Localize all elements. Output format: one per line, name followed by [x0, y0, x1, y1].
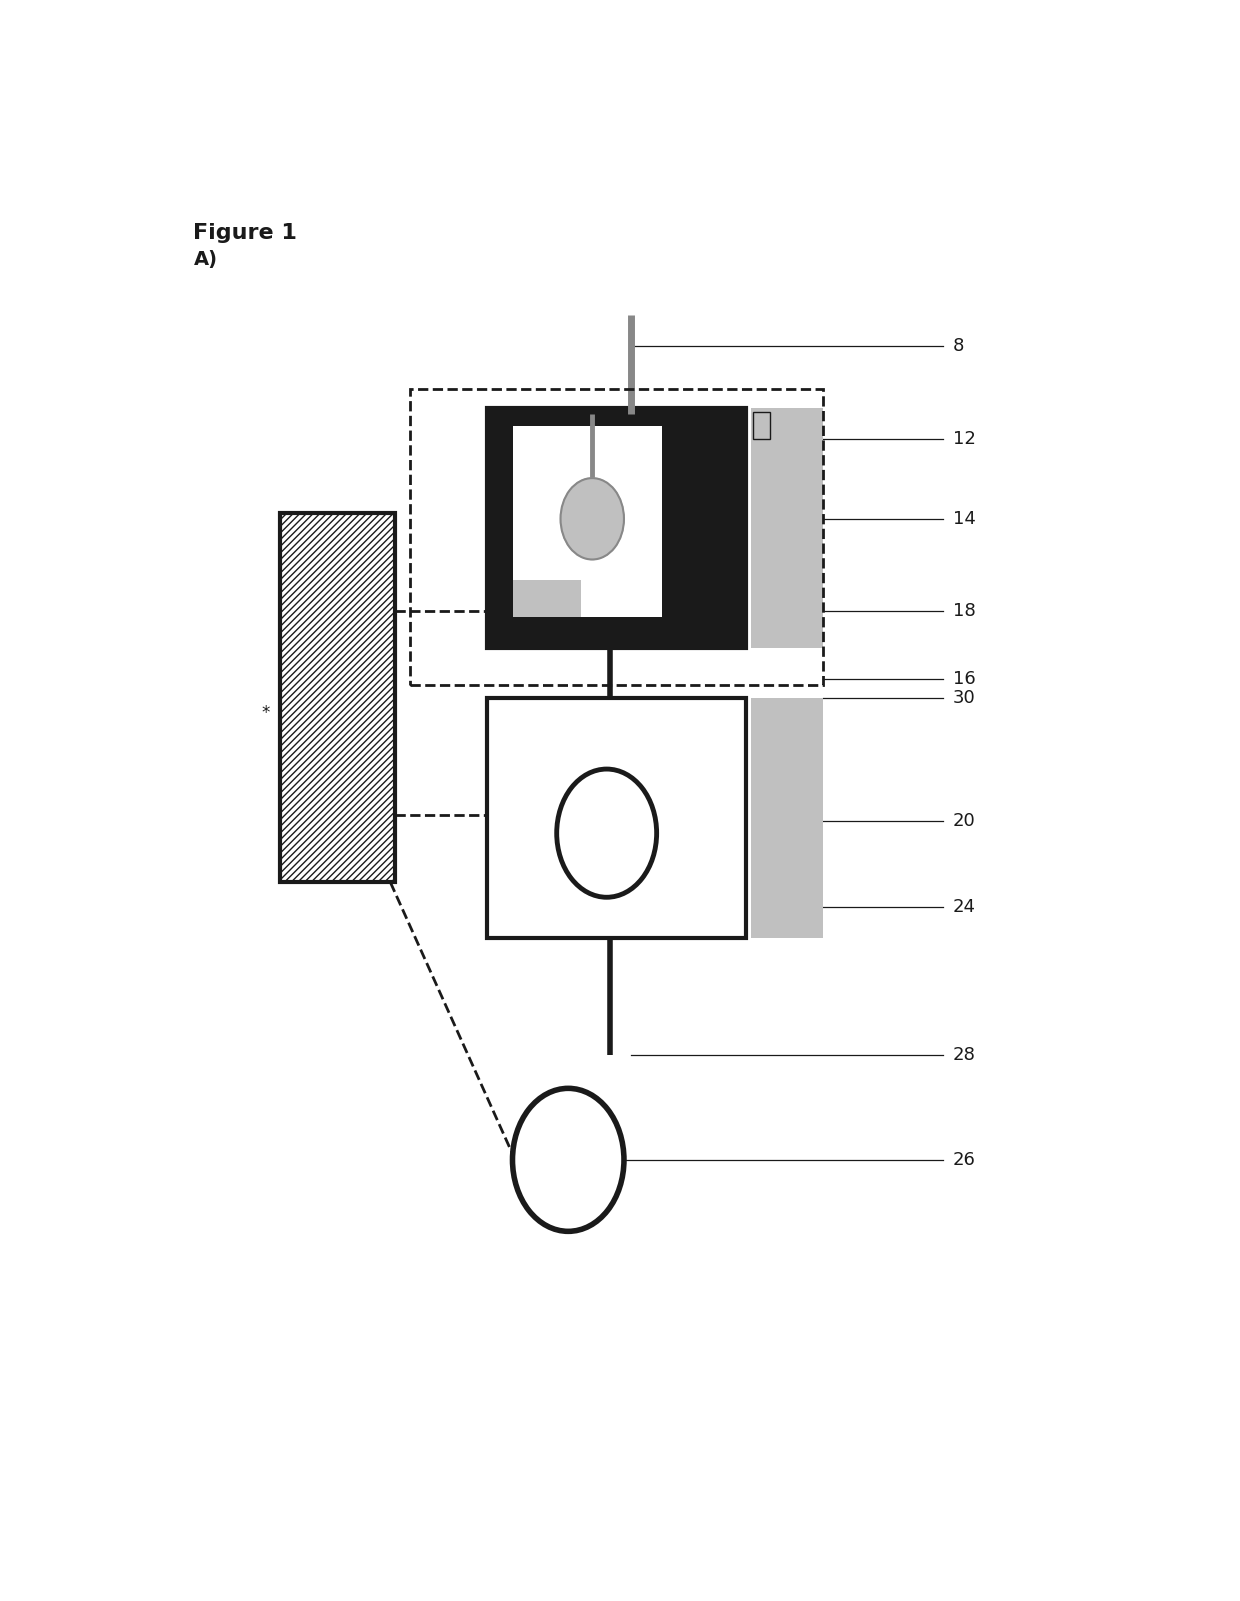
Text: 12: 12: [952, 429, 976, 448]
Bar: [280, 512, 396, 882]
Text: 26: 26: [952, 1151, 976, 1169]
Text: *: *: [262, 704, 270, 722]
Text: 20: 20: [952, 812, 976, 829]
Circle shape: [512, 1089, 624, 1231]
Bar: [486, 698, 746, 938]
Text: 8: 8: [952, 338, 963, 355]
Text: Figure 1: Figure 1: [193, 223, 298, 243]
Bar: [753, 411, 770, 439]
Text: 28: 28: [952, 1045, 976, 1065]
Circle shape: [557, 768, 657, 897]
Text: 30: 30: [952, 688, 976, 706]
Text: 18: 18: [952, 602, 976, 620]
Circle shape: [560, 479, 624, 559]
Bar: [513, 581, 580, 618]
Bar: [751, 698, 823, 938]
Bar: [409, 389, 823, 685]
Text: 24: 24: [952, 898, 976, 916]
Bar: [751, 408, 823, 648]
Bar: [513, 426, 662, 618]
Text: 16: 16: [952, 671, 976, 688]
Text: A): A): [193, 250, 217, 269]
Bar: [486, 408, 746, 648]
Text: 14: 14: [952, 509, 976, 528]
